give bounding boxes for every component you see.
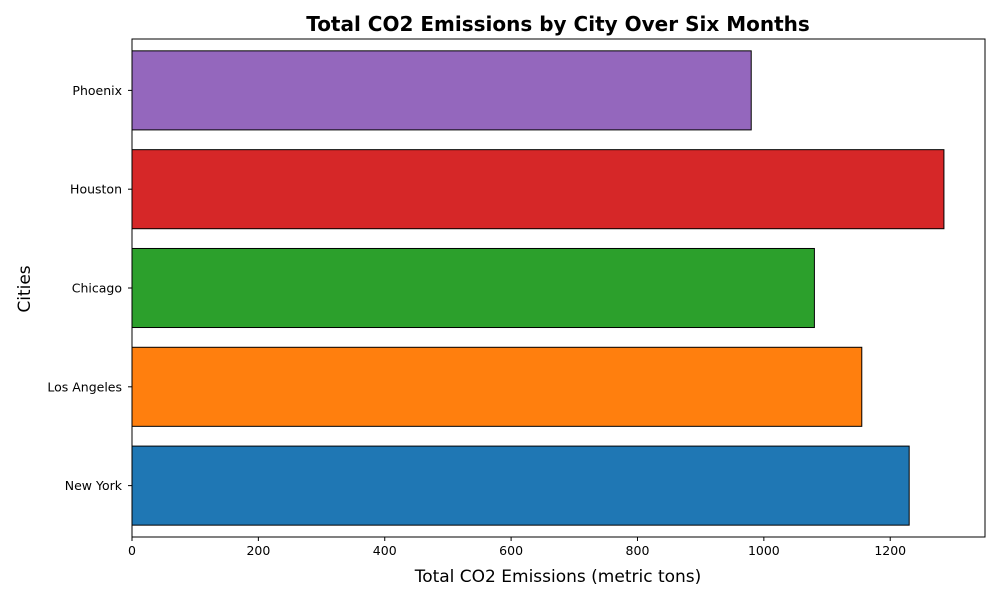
x-tick-label: 1000 (748, 543, 780, 558)
y-tick-label: Phoenix (72, 83, 122, 98)
x-tick-label: 800 (626, 543, 650, 558)
x-tick-label: 1200 (874, 543, 906, 558)
plot-frame (131, 38, 986, 538)
ticks-layer: New York Los Angeles Chicago Houston Phoenix… (47, 83, 906, 558)
x-tick-label: 0 (128, 543, 136, 558)
x-axis-label: Total CO2 Emissions (metric tons) (414, 567, 702, 587)
y-axis-label: Cities (15, 265, 35, 312)
bar-los-angeles (131, 346, 863, 427)
x-tick-label: 400 (373, 543, 397, 558)
bar-chicago (131, 247, 815, 329)
chart-title: Total CO2 Emissions by City Over Six Mon… (306, 12, 810, 36)
x-tick-label: 200 (246, 543, 270, 558)
y-tick-label: Los Angeles (47, 379, 122, 394)
bar-phoenix (131, 50, 752, 131)
y-tick-label: Houston (70, 182, 122, 197)
y-tick-label: Chicago (72, 281, 122, 296)
bar-new-york (131, 445, 910, 526)
y-tick-label: New York (65, 478, 123, 493)
bars-layer (131, 50, 945, 526)
x-tick-label: 600 (499, 543, 523, 558)
bar-houston (131, 149, 945, 230)
